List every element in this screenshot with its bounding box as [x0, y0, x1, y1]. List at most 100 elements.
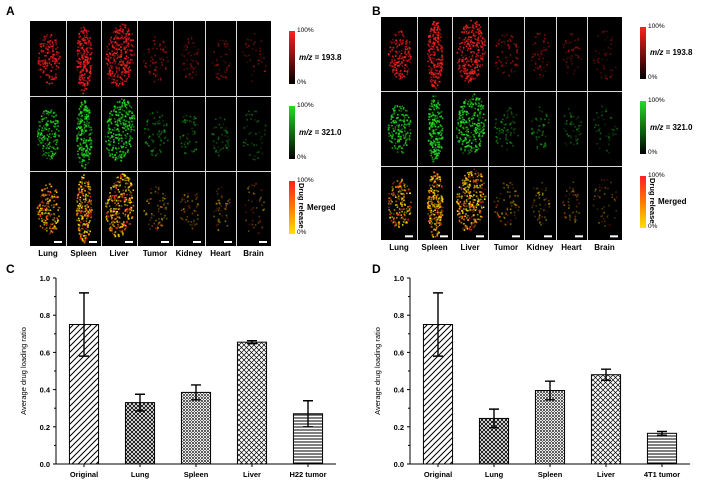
cell-divider [205, 21, 206, 246]
drug-release-label: Drug release [648, 177, 657, 224]
bar-chart-d: 0.0 0.2 0.4 0.6 0.8 1.0 Average drug loading r… [373, 274, 690, 479]
colorbar-max-label: 100% [648, 23, 665, 30]
ms-image-heart-row1 [562, 33, 583, 75]
y-tick-label: 0.8 [394, 311, 404, 320]
panel-letter-c: C [6, 262, 15, 276]
bar-spleen [180, 391, 212, 465]
panel-letter-b: B [372, 4, 381, 18]
error-bar [657, 430, 667, 436]
ms-image-brain-row1 [593, 30, 617, 80]
y-tick-label: 0.8 [40, 311, 50, 320]
error-bar [303, 400, 313, 428]
error-bar [135, 393, 145, 412]
ms-imaging-panel-b [381, 17, 622, 240]
scale-bar [405, 234, 413, 237]
organ-label-kidney: Kidney [175, 249, 203, 258]
ms-image-kidney-row3 [180, 192, 201, 243]
scale-bar [259, 241, 267, 243]
scale-bar [161, 241, 169, 243]
ms-image-tumor-row1 [495, 33, 520, 77]
panel-letter-a: A [6, 4, 15, 18]
x-tick-label: 4T1 tumor [644, 470, 680, 479]
colorbar-max-label: 100% [648, 97, 665, 105]
ms-image-heart-row3 [562, 181, 583, 237]
ms-image-brain-row2 [242, 110, 267, 161]
x-tick-label: Liver [243, 470, 261, 479]
x-tick-label: Spleen [184, 470, 209, 479]
x-tick-label: Liver [597, 470, 615, 479]
y-tick-label: 1.0 [394, 274, 404, 283]
colorbar-row3 [640, 175, 646, 228]
bar-chart-c: 0.0 0.2 0.4 0.6 0.8 1.0 Average drug loading r… [19, 274, 336, 479]
organ-label-tumor: Tumor [142, 249, 168, 258]
scale-bar [89, 241, 97, 243]
row-divider [30, 171, 271, 172]
ms-image-kidney-row2 [530, 106, 550, 150]
colorbar-min-label: 0% [648, 74, 658, 82]
mz-label: m/z = 193.8 [299, 52, 342, 62]
error-bar [489, 408, 499, 429]
scale-bar [476, 234, 484, 237]
cell-divider [417, 17, 418, 240]
ms-image-spleen-row2 [76, 100, 93, 169]
scale-bar [544, 234, 552, 237]
scale-bar [224, 241, 232, 243]
error-bar [191, 384, 201, 401]
ms-image-kidney-row2 [179, 114, 199, 154]
ms-image-kidney-row1 [530, 32, 550, 78]
ms-image-lung-row1 [387, 30, 412, 80]
bar-4t1-tumor [646, 432, 678, 465]
ms-image-liver-row1 [456, 19, 487, 83]
x-tick-label: Original [70, 470, 98, 479]
error-bar [79, 292, 89, 357]
ms-image-brain-row3 [592, 178, 618, 237]
bar-liver [590, 374, 622, 465]
scale-bar [193, 241, 201, 243]
cell-divider [587, 17, 588, 240]
x-tick-label: Lung [131, 470, 150, 479]
x-tick-label: H22 tumor [289, 470, 326, 479]
ms-image-liver-row2 [455, 93, 487, 155]
scale-bar [440, 234, 448, 237]
ms-image-lung-row1 [37, 34, 61, 85]
colorbar-min-label: 0% [297, 79, 307, 86]
row-divider [381, 91, 622, 93]
ms-image-spleen-row1 [426, 21, 444, 90]
colorbar-max-label: 100% [297, 102, 314, 109]
organ-label-liver: Liver [109, 249, 129, 258]
colorbar-row1 [289, 31, 295, 84]
y-tick-label: 0.0 [40, 460, 50, 469]
merged-label: Merged [658, 196, 687, 206]
scale-bar [610, 234, 618, 237]
merged-label: Merged [307, 202, 336, 212]
ms-image-tumor-row3 [493, 181, 520, 237]
cell-divider [524, 17, 525, 240]
drug-release-label: Drug release [297, 183, 306, 229]
y-tick-label: 0.2 [40, 423, 50, 432]
bar-lung [124, 402, 156, 465]
cell-divider [66, 21, 67, 246]
organ-label-spleen: Spleen [421, 243, 448, 252]
cell-divider [137, 21, 138, 246]
y-tick-label: 0.6 [40, 348, 50, 357]
ms-image-liver-row1 [105, 23, 135, 87]
ms-image-heart-row2 [211, 117, 230, 157]
ms-image-spleen-row2 [427, 95, 444, 163]
error-bar [247, 339, 257, 345]
y-tick-label: 0.0 [394, 460, 404, 469]
ms-image-lung-row2 [36, 109, 60, 161]
colorbar-max-label: 100% [297, 177, 314, 184]
colorbar-min-label: 0% [297, 229, 307, 236]
cell-divider [488, 17, 489, 240]
ms-image-heart-row3 [213, 186, 232, 243]
organ-label-heart: Heart [210, 249, 231, 258]
y-axis-label: Average drug loading ratio [19, 327, 28, 415]
colorbar-min-label: 0% [648, 148, 658, 156]
error-bar [545, 380, 555, 401]
panel-letter-d: D [372, 262, 381, 276]
cell-divider [452, 17, 453, 240]
ms-image-tumor-row2 [494, 107, 519, 151]
mz-label: m/z = 321.0 [650, 122, 693, 132]
y-tick-label: 0.4 [394, 386, 405, 395]
ms-image-kidney-row3 [531, 181, 552, 237]
